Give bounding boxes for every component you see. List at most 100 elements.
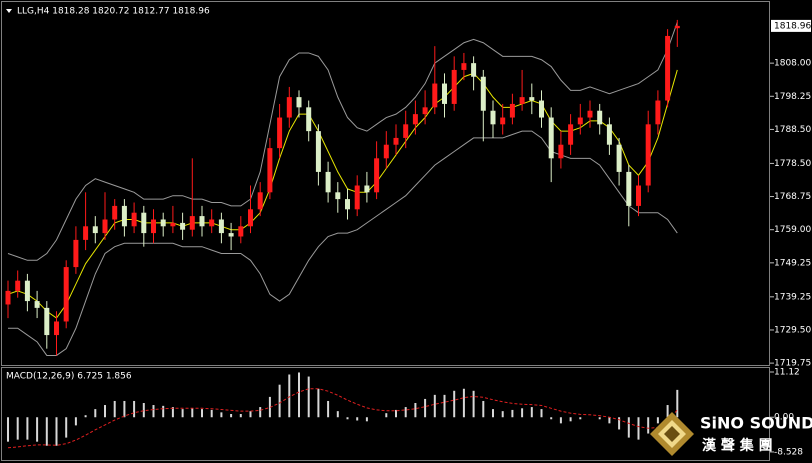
logo-diamond-core <box>664 426 680 442</box>
candle-body <box>209 219 215 227</box>
y-tick-label: 1788.50 <box>774 125 811 135</box>
candle-body <box>335 192 341 200</box>
y-tick-label: 1719.75 <box>774 359 811 369</box>
candle-body <box>500 117 506 125</box>
candle-body <box>432 83 438 108</box>
candle-body <box>529 97 535 101</box>
candle-body <box>616 144 622 172</box>
candle-body <box>73 239 79 268</box>
candle-body <box>54 321 59 336</box>
candle-body <box>131 212 137 227</box>
candle-body <box>645 124 651 186</box>
y-tick-label: 1729.50 <box>774 325 811 335</box>
candle-body <box>509 103 515 118</box>
candle-body <box>674 25 680 29</box>
candle-body <box>5 290 11 305</box>
candle-body <box>218 219 224 234</box>
candle-body <box>189 216 195 230</box>
candle-body <box>364 185 370 193</box>
candle-body <box>568 124 574 145</box>
candle-body <box>286 97 292 118</box>
main-frame <box>1 1 770 366</box>
candle-body <box>490 110 496 125</box>
candle-body <box>92 226 98 234</box>
indicator-line <box>7 22 678 261</box>
logo-name: SiNO SOUND <box>700 414 812 433</box>
candle-body <box>238 226 244 237</box>
candle-body <box>277 117 283 149</box>
candle-body <box>597 110 603 125</box>
y-tick-label: 1759.00 <box>774 225 811 235</box>
candle-body <box>665 35 671 101</box>
candle-body <box>519 97 525 104</box>
candle-body <box>44 307 50 336</box>
candle-body <box>558 144 564 159</box>
candle-body <box>170 222 176 227</box>
candle-body <box>102 219 108 234</box>
candle-body <box>374 158 380 193</box>
candle-body <box>606 124 612 145</box>
candle-body <box>141 212 147 234</box>
candle-body <box>383 144 389 159</box>
y-tick-label: 1768.75 <box>774 192 811 202</box>
candle-body <box>228 233 234 237</box>
macd-title: MACD(12,26,9) 6.725 1.856 <box>6 372 132 382</box>
candle-body <box>422 107 428 115</box>
candle-body <box>24 280 30 302</box>
candle-body <box>121 205 127 227</box>
candle-body <box>257 192 263 210</box>
candle-body <box>151 219 156 234</box>
candle-body <box>655 100 661 125</box>
candle-body <box>267 148 273 193</box>
signal-line <box>7 388 678 449</box>
candle-body <box>471 63 477 77</box>
candle-body <box>548 117 554 159</box>
indicator-line <box>8 130 678 356</box>
logo: SiNO SOUND 漢 聲 集 團 <box>650 412 812 456</box>
candle-body <box>160 219 166 227</box>
y-tick-label: 1739.25 <box>774 292 811 302</box>
y-tick-label: -8.528 <box>774 447 803 457</box>
candle-body <box>442 83 447 104</box>
candle-body <box>63 267 69 322</box>
candle-body <box>539 100 544 118</box>
candle-body <box>34 301 40 308</box>
y-tick-label: 11.12 <box>774 367 800 377</box>
candle-body <box>451 69 457 104</box>
y-tick-label: 1749.25 <box>774 258 811 268</box>
candle-body <box>296 97 302 108</box>
candle-body <box>325 171 331 193</box>
y-tick-label: 0.00 <box>774 413 794 423</box>
candle-body <box>577 117 583 125</box>
candle-body <box>112 205 118 220</box>
logo-subtitle: 漢 聲 集 團 <box>702 437 773 454</box>
candle-body <box>248 209 253 227</box>
candle-body <box>315 131 321 172</box>
candle-body <box>199 216 205 227</box>
candle-body <box>403 124 409 138</box>
candle-body <box>480 76 486 111</box>
candle-body <box>626 171 632 206</box>
candle-body <box>412 114 418 125</box>
indicator-line <box>7 69 678 319</box>
y-tick-label: 1808.00 <box>774 59 811 69</box>
candle-body <box>306 107 312 132</box>
candle-body <box>15 280 21 291</box>
candle-body <box>461 63 467 70</box>
price-label-box <box>771 19 811 32</box>
macd-frame <box>1 367 770 461</box>
y-tick-label: 1798.25 <box>774 92 811 102</box>
candle-body <box>354 185 360 210</box>
candle-body <box>636 185 641 206</box>
candle-body <box>587 110 593 118</box>
price-label: 1818.96 <box>774 21 811 31</box>
chart-title: LLG,H4 1818.28 1820.72 1812.77 1818.96 <box>17 7 210 17</box>
candle-body <box>345 199 350 210</box>
candle-body <box>393 137 399 145</box>
candle-body <box>180 222 186 230</box>
y-tick-label: 1778.50 <box>774 159 811 169</box>
menu-arrow <box>6 9 12 13</box>
